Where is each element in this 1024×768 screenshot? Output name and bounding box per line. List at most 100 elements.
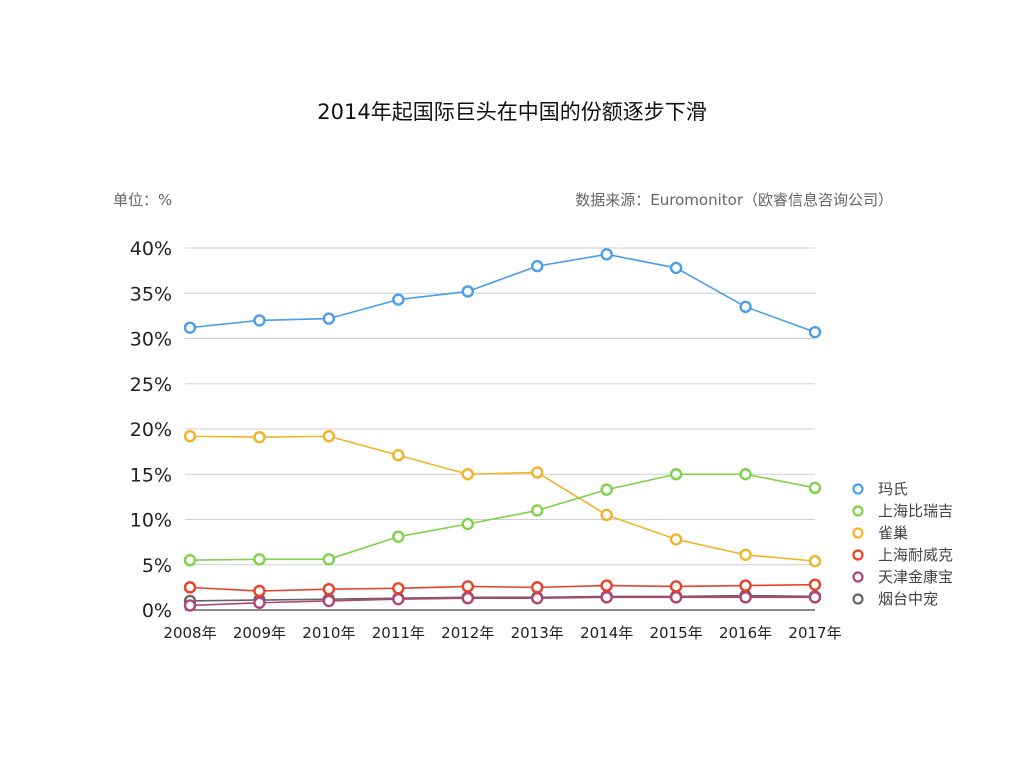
series-0 <box>183 248 822 339</box>
y-tick-label: 40% <box>130 238 172 260</box>
legend-marker <box>852 549 864 561</box>
data-point <box>808 325 822 339</box>
data-point <box>253 553 266 566</box>
data-point <box>531 466 544 479</box>
x-tick-label: 2011年 <box>372 624 425 642</box>
legend-marker <box>852 593 864 605</box>
y-axis: 0% 5% 10% 15% 20% 25% 30% 35% 40% <box>130 238 172 622</box>
chart-title: 2014年起国际巨头在中国的份额逐步下滑 <box>317 100 707 124</box>
y-tick-label: 10% <box>130 510 172 532</box>
data-point <box>669 468 683 481</box>
x-axis: 2008年 2009年 2010年 2011年 2012年 2013年 2014年 2015年… <box>163 624 841 642</box>
x-tick-label: 2012年 <box>441 624 494 642</box>
data-point <box>183 554 197 567</box>
data-point <box>461 285 474 298</box>
legend-marker <box>852 571 864 583</box>
data-point <box>322 582 336 596</box>
series-line <box>189 594 816 602</box>
data-point <box>669 580 683 593</box>
data-point <box>461 468 474 481</box>
series-2 <box>183 430 822 568</box>
data-point <box>253 314 266 327</box>
legend-item: 雀巢 <box>852 524 908 542</box>
legend-item: 上海耐威克 <box>852 546 953 564</box>
series-line <box>189 473 816 562</box>
legend-label: 烟台中宠 <box>878 590 938 608</box>
x-tick-label: 2016年 <box>719 624 772 642</box>
grid-lines <box>185 247 815 611</box>
data-point <box>322 312 336 325</box>
data-point <box>739 300 752 314</box>
data-point <box>531 504 544 517</box>
y-tick-label: 20% <box>130 419 172 441</box>
series-line <box>189 596 815 607</box>
data-point <box>808 554 822 568</box>
x-tick-label: 2010年 <box>302 624 355 642</box>
data-point <box>600 248 613 261</box>
x-tick-label: 2015年 <box>650 624 703 642</box>
x-tick-label: 2017年 <box>788 624 841 642</box>
legend-item: 玛氏 <box>852 480 908 498</box>
legend-label: 雀巢 <box>878 524 908 542</box>
data-point <box>183 430 197 443</box>
data-point <box>808 481 822 495</box>
data-point <box>739 579 752 592</box>
series-line <box>189 435 816 562</box>
legend-item: 烟台中宠 <box>852 590 938 608</box>
data-point <box>808 578 822 591</box>
y-tick-label: 25% <box>130 374 172 396</box>
x-tick-label: 2014年 <box>580 624 633 642</box>
source-label: 数据来源：Euromonitor（欧睿信息咨询公司） <box>575 191 893 209</box>
y-tick-label: 15% <box>130 464 172 486</box>
x-tick-label: 2009年 <box>233 624 286 642</box>
legend-label: 上海耐威克 <box>878 546 953 564</box>
data-point <box>669 591 683 604</box>
series-line <box>189 583 816 592</box>
legend-item: 天津金康宝 <box>852 568 953 586</box>
data-point <box>322 553 336 566</box>
data-point <box>461 592 474 605</box>
series-group <box>183 248 822 612</box>
data-point <box>600 508 613 522</box>
legend-marker <box>852 527 864 539</box>
data-point <box>253 584 266 598</box>
legend-label: 上海比瑞吉 <box>878 502 953 520</box>
legend-label: 天津金康宝 <box>878 568 953 586</box>
data-point <box>600 591 613 604</box>
data-point <box>253 430 266 444</box>
x-tick-label: 2013年 <box>511 624 564 642</box>
y-tick-label: 5% <box>142 555 172 577</box>
data-point <box>392 592 405 606</box>
data-point <box>183 599 197 612</box>
data-point <box>600 579 613 592</box>
data-point <box>392 582 405 595</box>
data-point <box>739 591 752 604</box>
data-point <box>392 449 405 462</box>
data-point <box>461 580 474 593</box>
data-point <box>739 548 752 561</box>
data-point <box>392 530 405 543</box>
data-point <box>322 594 336 608</box>
unit-label: 单位：% <box>113 191 173 209</box>
data-point <box>461 517 474 531</box>
legend-marker <box>852 505 864 517</box>
data-point <box>808 591 822 604</box>
y-tick-label: 30% <box>130 329 172 351</box>
x-tick-label: 2008年 <box>163 624 216 642</box>
data-point <box>600 483 613 496</box>
data-point <box>253 596 266 609</box>
data-point <box>322 430 336 443</box>
data-point <box>183 321 197 334</box>
series-1 <box>183 468 822 567</box>
legend-marker <box>852 483 864 495</box>
data-point <box>669 533 683 546</box>
legend-label: 玛氏 <box>878 480 908 498</box>
series-line <box>189 253 816 333</box>
data-point <box>531 592 544 605</box>
data-point <box>183 581 197 594</box>
legend-item: 上海比瑞吉 <box>852 502 953 520</box>
data-point <box>392 293 405 306</box>
data-point <box>531 259 544 273</box>
